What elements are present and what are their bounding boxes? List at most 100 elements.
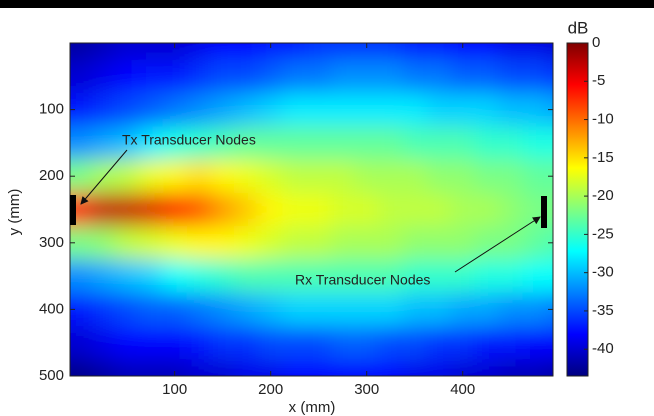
heat-cell: [522, 126, 548, 161]
colorbar-tick-label: -40: [592, 340, 614, 357]
heat-cell: [402, 259, 428, 294]
heat-cell: [330, 259, 356, 294]
heat-cell: [162, 59, 188, 94]
heat-cell: [258, 59, 284, 94]
top-bar: [0, 0, 654, 8]
heat-cell: [234, 292, 260, 327]
heat-cell: [450, 126, 476, 161]
heat-cell: [258, 192, 284, 227]
heat-cell: [162, 226, 188, 260]
heat-cell: [522, 43, 548, 61]
heat-cell: [186, 59, 212, 94]
heat-cell: [354, 292, 380, 327]
heat-cell: [258, 126, 284, 161]
heat-cell: [426, 326, 452, 360]
heat-cell: [426, 92, 452, 127]
heat-cell: [402, 192, 428, 227]
x-tick-label: 200: [258, 381, 283, 398]
heat-cell: [90, 326, 116, 360]
heat-cell: [282, 126, 308, 161]
heat-cell: [114, 126, 140, 161]
heat-cell: [186, 359, 212, 376]
heat-cell: [306, 92, 332, 127]
heat-cell: [498, 259, 524, 294]
heat-cell: [210, 159, 236, 194]
heat-cell: [162, 326, 188, 360]
heat-cell: [522, 359, 548, 376]
heat-cell: [330, 226, 356, 260]
heat-cell: [402, 326, 428, 360]
heat-cell: [210, 359, 236, 376]
heat-cell: [90, 292, 116, 327]
heat-cell: [498, 92, 524, 127]
heat-cell: [162, 259, 188, 294]
heat-cell: [90, 192, 116, 227]
heat-cell: [330, 159, 356, 194]
heat-cell: [546, 59, 553, 94]
heat-cell: [354, 126, 380, 161]
heat-cell: [162, 192, 188, 227]
heat-cell: [522, 259, 548, 294]
heat-cell: [258, 159, 284, 194]
heat-cell: [378, 192, 404, 227]
heat-cell: [498, 359, 524, 376]
heat-cell: [162, 292, 188, 327]
heat-cell: [474, 359, 500, 376]
colorbar-tick-label: -25: [592, 225, 614, 242]
heat-cell: [234, 226, 260, 260]
heat-cell: [474, 226, 500, 260]
heat-cell: [138, 192, 164, 227]
heat-cell: [90, 59, 116, 94]
heat-cell: [450, 192, 476, 227]
heat-cell: [546, 259, 553, 294]
heat-cell: [402, 92, 428, 127]
heat-cell: [162, 43, 188, 61]
colorbar-tick-label: -35: [592, 302, 614, 319]
colorbar-tick-label: -10: [592, 111, 614, 128]
x-tick-label: 100: [162, 381, 187, 398]
heat-cell: [162, 159, 188, 194]
colorbar-tick-label: -15: [592, 149, 614, 166]
heat-cell: [186, 292, 212, 327]
heat-cell: [474, 192, 500, 227]
heat-cell: [330, 92, 356, 127]
heat-cell: [138, 59, 164, 94]
heat-cell: [378, 292, 404, 327]
heatmap-cells: [70, 43, 553, 376]
heat-cell: [210, 59, 236, 94]
heat-cell: [378, 92, 404, 127]
heat-cell: [426, 292, 452, 327]
heat-cell: [138, 359, 164, 376]
heat-cell: [234, 43, 260, 61]
heat-cell: [426, 126, 452, 161]
heat-cell: [306, 292, 332, 327]
heat-cell: [186, 126, 212, 161]
heat-cell: [162, 359, 188, 376]
heat-cell: [306, 59, 332, 94]
heat-cell: [70, 159, 92, 194]
heat-cell: [330, 59, 356, 94]
heat-cell: [498, 192, 524, 227]
heat-cell: [210, 43, 236, 61]
heat-cell: [186, 159, 212, 194]
heat-cell: [210, 292, 236, 327]
heat-cell: [546, 43, 553, 61]
heat-cell: [210, 92, 236, 127]
heat-cell: [162, 92, 188, 127]
heat-cell: [258, 43, 284, 61]
heat-cell: [234, 259, 260, 294]
heat-cell: [138, 326, 164, 360]
heat-cell: [70, 92, 92, 127]
heat-cell: [258, 292, 284, 327]
heat-cell: [234, 126, 260, 161]
heat-cell: [426, 226, 452, 260]
heat-cell: [522, 292, 548, 327]
y-tick-label: 500: [39, 367, 64, 384]
heat-cell: [474, 159, 500, 194]
heat-cell: [354, 92, 380, 127]
heat-cell: [498, 292, 524, 327]
heat-cell: [378, 359, 404, 376]
heat-cell: [522, 92, 548, 127]
x-axis-label: x (mm): [289, 399, 336, 416]
heat-cell: [474, 59, 500, 94]
